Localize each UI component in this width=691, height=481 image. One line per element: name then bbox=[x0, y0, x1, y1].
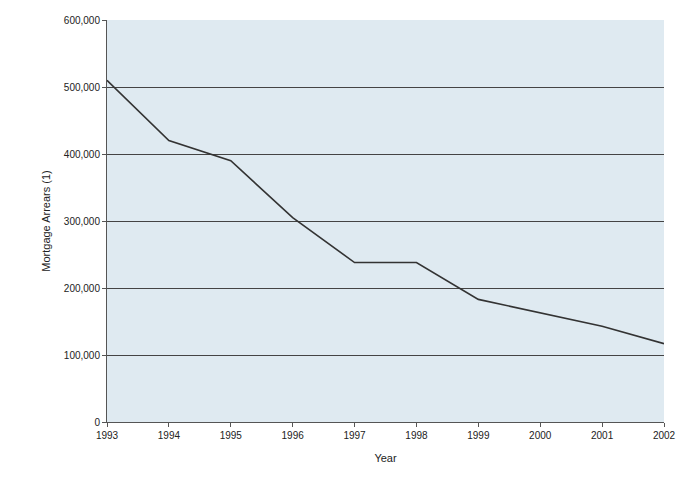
svg-text:1999: 1999 bbox=[467, 430, 490, 441]
svg-text:100,000: 100,000 bbox=[64, 350, 101, 361]
svg-text:1994: 1994 bbox=[158, 430, 181, 441]
svg-text:600,000: 600,000 bbox=[64, 15, 101, 26]
svg-text:1998: 1998 bbox=[405, 430, 428, 441]
svg-text:1996: 1996 bbox=[282, 430, 305, 441]
svg-text:500,000: 500,000 bbox=[64, 82, 101, 93]
svg-text:1997: 1997 bbox=[343, 430, 366, 441]
svg-text:1995: 1995 bbox=[220, 430, 243, 441]
svg-text:400,000: 400,000 bbox=[64, 149, 101, 160]
svg-text:Mortgage Arrears (1): Mortgage Arrears (1) bbox=[40, 170, 52, 271]
svg-text:2002: 2002 bbox=[653, 430, 676, 441]
svg-text:1993: 1993 bbox=[96, 430, 119, 441]
svg-text:Year: Year bbox=[374, 452, 397, 464]
svg-text:2001: 2001 bbox=[591, 430, 614, 441]
svg-text:300,000: 300,000 bbox=[64, 216, 101, 227]
svg-text:2000: 2000 bbox=[529, 430, 552, 441]
svg-text:0: 0 bbox=[94, 417, 100, 428]
svg-text:200,000: 200,000 bbox=[64, 283, 101, 294]
